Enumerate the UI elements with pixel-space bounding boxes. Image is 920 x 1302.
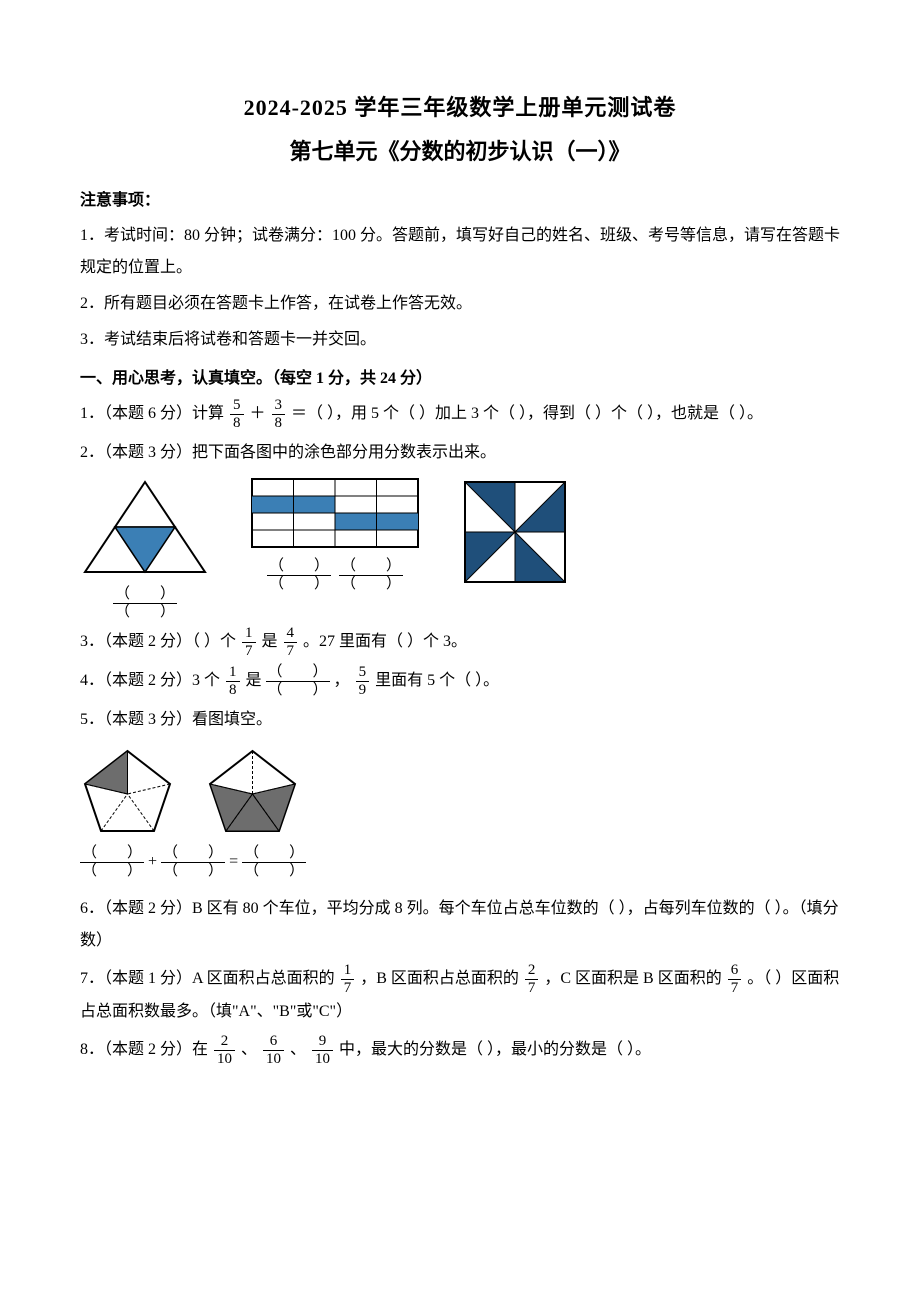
q3-frac1: 1 7 [242, 626, 256, 659]
note-2: 2．所有题目必须在答题卡上作答，在试卷上作答无效。 [80, 288, 840, 320]
section1-header: 一、用心思考，认真填空。（每空 1 分，共 24 分） [80, 364, 840, 388]
q8-sep1: 、 [241, 1041, 257, 1058]
q2-fig-windmill [460, 477, 570, 587]
pentagon1-icon [80, 746, 175, 836]
q2-blank2b: （ ） （ ） [339, 559, 403, 592]
q2-text: 2．（本题 3 分）把下面各图中的涂色部分用分数表示出来。 [80, 437, 840, 469]
q8-f1: 2 10 [214, 1034, 235, 1067]
q1-pre: 1．（本题 6 分）计算 [80, 405, 224, 422]
q8-sep2: 、 [290, 1041, 306, 1058]
q7-pre: 7．（本题 1 分）A 区面积占总面积的 [80, 970, 335, 987]
grid-icon [250, 477, 420, 549]
q4-frac2: 5 9 [356, 665, 370, 698]
q7-f3: 6 7 [728, 963, 742, 996]
q7-f2: 2 7 [525, 963, 539, 996]
q2-blank1: （ ） （ ） [113, 587, 177, 620]
pentagon2-icon [205, 746, 300, 836]
q3-pre: 3．（本题 2 分）（ ）个 [80, 633, 236, 650]
q1-mid: ＝（ ），用 5 个（ ）加上 3 个（ ），得到（ ）个（ ），也就是（ ）。 [291, 405, 763, 422]
q5-bf2: （ ） （ ） [161, 846, 225, 879]
q5-figures [80, 746, 840, 836]
q4-comma: ， [334, 672, 350, 689]
title-line2: 第七单元《分数的初步认识（一）》 [80, 134, 840, 166]
q3: 3．（本题 2 分）（ ）个 1 7 是 4 7 。27 里面有（ ）个 3。 [80, 626, 840, 659]
q4-post: 里面有 5 个（ ）。 [375, 672, 499, 689]
q5-text: 5．（本题 3 分）看图填空。 [80, 704, 840, 736]
q1-plus: ＋ [250, 405, 266, 422]
q7: 7．（本题 1 分）A 区面积占总面积的 1 7 ，B 区面积占总面积的 2 7… [80, 963, 840, 1028]
q4-blankfrac: （ ） （ ） [266, 665, 330, 698]
q4-mid1: 是 [246, 672, 262, 689]
q8-f2: 6 10 [263, 1034, 284, 1067]
q3-post: 。27 里面有（ ）个 3。 [303, 633, 467, 650]
q5-eq: （ ） （ ） + （ ） （ ） = （ ） （ ） [80, 846, 840, 879]
q8-post: 中，最大的分数是（ ），最小的分数是（ ）。 [339, 1041, 651, 1058]
triangle-icon [80, 477, 210, 577]
q4: 4．（本题 2 分）3 个 1 8 是 （ ） （ ） ， 5 9 里面有 5 … [80, 665, 840, 698]
q2-fig-grid: （ ） （ ） （ ） （ ） [250, 477, 420, 592]
q1-frac1: 5 8 [230, 398, 244, 431]
q5-plus: + [148, 853, 161, 870]
q8: 8．（本题 2 分）在 2 10 、 6 10 、 9 10 中，最大的分数是（… [80, 1034, 840, 1067]
notes-header: 注意事项： [80, 186, 840, 210]
q2-blank2a: （ ） （ ） [267, 559, 331, 592]
q5-bf1: （ ） （ ） [80, 846, 144, 879]
q8-f3: 9 10 [312, 1034, 333, 1067]
windmill-icon [460, 477, 570, 587]
q7-mid2: ，C 区面积是 B 区面积的 [544, 970, 721, 987]
q4-frac1: 1 8 [226, 665, 240, 698]
q5-bf3: （ ） （ ） [242, 846, 306, 879]
page: 2024-2025 学年三年级数学上册单元测试卷 第七单元《分数的初步认识（一）… [0, 0, 920, 1302]
q7-mid1: ，B 区面积占总面积的 [360, 970, 519, 987]
q4-pre: 4．（本题 2 分）3 个 [80, 672, 220, 689]
q6: 6．（本题 2 分）B 区有 80 个车位，平均分成 8 列。每个车位占总车位数… [80, 893, 840, 957]
q2-figures: （ ） （ ） [80, 477, 840, 620]
note-3: 3．考试结束后将试卷和答题卡一并交回。 [80, 324, 840, 356]
q3-mid: 是 [262, 633, 278, 650]
q1: 1．（本题 6 分）计算 5 8 ＋ 3 8 ＝（ ），用 5 个（ ）加上 3… [80, 398, 840, 431]
q2-fig-triangle: （ ） （ ） [80, 477, 210, 620]
q8-pre: 8．（本题 2 分）在 [80, 1041, 208, 1058]
q7-f1: 1 7 [341, 963, 355, 996]
q5-equals: = [229, 853, 242, 870]
q3-frac2: 4 7 [284, 626, 298, 659]
note-1: 1．考试时间：80 分钟；试卷满分：100 分。答题前，填写好自己的姓名、班级、… [80, 220, 840, 284]
q1-frac2: 3 8 [272, 398, 286, 431]
title-line1: 2024-2025 学年三年级数学上册单元测试卷 [80, 90, 840, 122]
